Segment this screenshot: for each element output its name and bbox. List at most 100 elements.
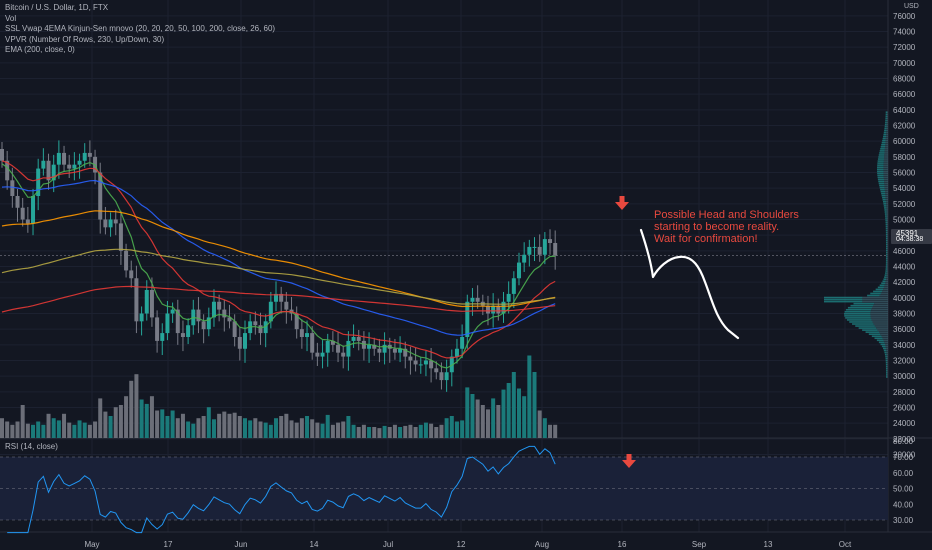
profile-row-up — [885, 374, 888, 376]
candle-body — [77, 160, 82, 165]
candle-body — [527, 246, 532, 255]
rsi-legend[interactable]: RSI (14, close) — [5, 442, 58, 451]
profile-row-down — [887, 374, 888, 376]
profile-row-up — [874, 337, 883, 340]
current-price-tag: 45391 04:38:38 — [891, 229, 932, 244]
profile-row-down — [880, 333, 888, 335]
volume-bar — [82, 422, 87, 438]
rsi-axis[interactable]: 30.00 40.00 50.00 60.00 70.00 80.00 — [893, 437, 914, 525]
volume-bar — [517, 388, 521, 438]
profile-row-down — [862, 296, 888, 299]
profile-row-down — [883, 172, 888, 175]
candle-body — [429, 360, 434, 369]
profile-row-up — [877, 174, 884, 177]
volume-bar — [206, 407, 211, 438]
volume-bar — [485, 409, 490, 438]
price-tick-label: 60000 — [893, 137, 916, 146]
candle-body — [175, 309, 180, 334]
profile-row-down — [872, 304, 888, 307]
volume-bar — [475, 399, 480, 438]
profile-row-down — [886, 213, 888, 215]
ema-line-20 — [1, 160, 556, 359]
profile-row-up — [884, 207, 887, 209]
candle-body — [284, 301, 289, 310]
profile-row-down — [884, 150, 888, 152]
price-tick-label: 24000 — [893, 419, 916, 428]
profile-row-up — [885, 223, 888, 226]
arrow-head — [622, 460, 636, 468]
candle-body — [25, 219, 30, 224]
profile-row-up — [885, 113, 888, 116]
time-axis[interactable]: May 17 Jun 14 Jul 12 Aug 16 Sep 13 Oct — [84, 540, 852, 549]
profile-row-down — [880, 292, 888, 295]
candlesticks — [0, 140, 558, 392]
volume-bar — [227, 413, 232, 438]
volume-bar — [144, 403, 149, 438]
volume-bar — [522, 396, 527, 438]
volume-bar — [175, 418, 180, 438]
volume-bar — [532, 372, 537, 438]
profile-row-up — [875, 288, 884, 291]
legend-vpvr[interactable]: VPVR (Number Of Rows, 230, Up/Down, 30) — [5, 34, 165, 44]
profile-row-up — [885, 262, 888, 264]
annotation-line-3: Wait for confirmation! — [654, 233, 758, 245]
profile-row-up — [877, 162, 884, 164]
candle-body — [211, 301, 216, 318]
legend-ssl[interactable]: SSL Vwap 4EMA Kinjun-Sen mnovo (20, 20, … — [5, 24, 276, 33]
profile-row-up — [885, 272, 887, 274]
profile-row-down — [887, 359, 888, 362]
price-tick-label: 38000 — [893, 310, 916, 319]
profile-row-up — [883, 278, 887, 281]
volume-bar — [36, 421, 41, 438]
candle-body — [108, 219, 113, 228]
profile-row-down — [879, 331, 888, 333]
profile-row-up — [885, 355, 887, 358]
profile-row-down — [886, 117, 888, 120]
profile-row-up — [885, 372, 888, 374]
volume-bar — [108, 416, 113, 438]
volume-bar — [434, 427, 439, 438]
profile-row-up — [862, 329, 878, 331]
profile-row-down — [887, 243, 888, 246]
volume-profile — [824, 111, 888, 378]
legend-vol[interactable]: Vol — [5, 13, 17, 23]
candle-body — [511, 278, 516, 294]
profile-row-up — [885, 115, 888, 118]
candle-body — [31, 196, 36, 224]
candle-body — [356, 337, 361, 341]
profile-row-up — [885, 225, 888, 228]
profile-row-down — [886, 353, 888, 356]
profile-row-up — [880, 146, 886, 148]
candle-body — [341, 352, 346, 357]
profile-row-up — [885, 368, 888, 370]
candle-body — [506, 293, 511, 302]
symbol-title[interactable]: Bitcoin / U.S. Dollar, 1D, FTX — [5, 3, 109, 12]
profile-row-up — [884, 213, 887, 215]
price-tick-label: 54000 — [893, 184, 916, 193]
profile-row-up — [881, 143, 886, 146]
volume-bar — [180, 413, 185, 438]
profile-row-down — [886, 276, 888, 278]
profile-row-up — [885, 357, 888, 360]
price-tick-label: 68000 — [893, 75, 916, 84]
volume-bar — [356, 427, 361, 438]
profile-row-up — [855, 325, 875, 327]
profile-row-up — [844, 310, 871, 313]
profile-row-down — [887, 113, 888, 116]
legend-ema[interactable]: EMA (200, close, 0) — [5, 45, 75, 54]
price-axis[interactable]: 20000 22000 24000 26000 28000 30000 32000 34000… — [893, 12, 916, 460]
profile-row-down — [886, 203, 888, 205]
volume-bar — [5, 421, 10, 438]
volume-bar — [511, 372, 516, 438]
time-tick-label: 13 — [764, 540, 773, 549]
chart-annotation[interactable]: Possible Head and Shoulders starting to … — [654, 209, 799, 245]
profile-row-down — [870, 315, 888, 317]
volume-bar — [377, 428, 382, 438]
profile-row-up — [885, 245, 888, 248]
profile-row-up — [885, 363, 888, 366]
profile-row-up — [878, 182, 885, 185]
user-drawings[interactable] — [615, 196, 740, 468]
profile-row-down — [887, 376, 888, 378]
profile-row-up — [884, 276, 887, 278]
